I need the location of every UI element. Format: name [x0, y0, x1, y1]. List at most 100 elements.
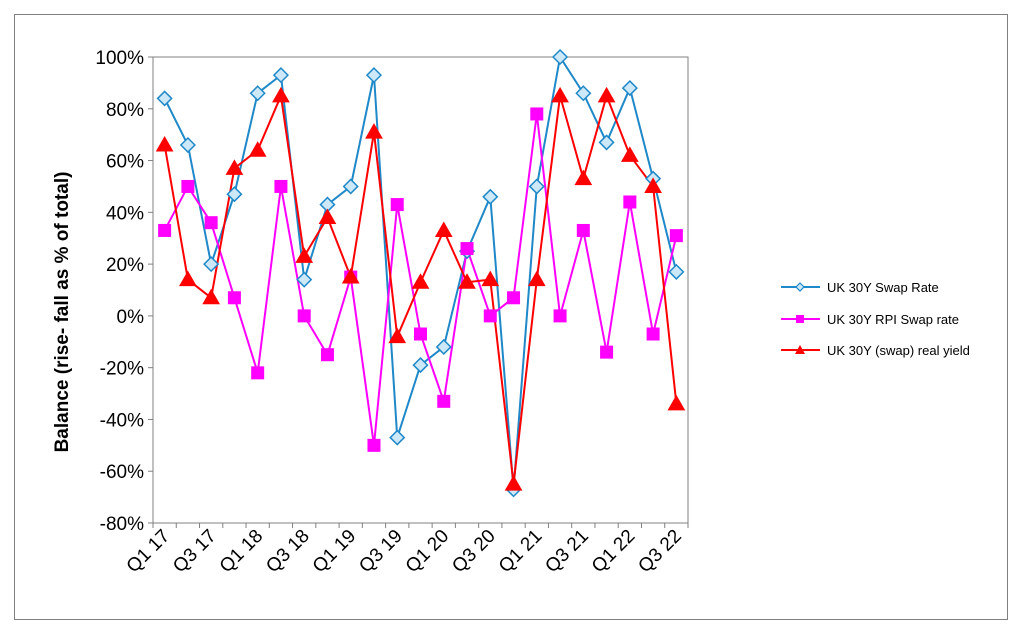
- data-point-swap-rate: [203, 256, 220, 273]
- data-point-real-yield: [248, 141, 267, 157]
- data-point-rpi-swap-rate: [530, 107, 544, 121]
- data-point-swap-rate: [668, 263, 685, 280]
- data-point-swap-rate: [272, 67, 289, 84]
- data-point-real-yield: [202, 288, 221, 305]
- x-tick-label: Q3 19: [355, 526, 406, 577]
- data-point-rpi-swap-rate: [646, 327, 660, 341]
- data-point-swap-rate: [342, 178, 359, 195]
- data-point-rpi-swap-rate: [251, 366, 265, 380]
- data-point-real-yield: [225, 159, 244, 175]
- data-point-swap-rate: [179, 136, 196, 154]
- data-point-real-yield: [597, 86, 616, 103]
- data-point-swap-rate: [365, 67, 383, 84]
- data-point-rpi-swap-rate: [623, 195, 637, 209]
- series-layer: [155, 48, 686, 498]
- data-point-rpi-swap-rate: [204, 216, 218, 230]
- x-tick-label: Q3 17: [169, 526, 220, 577]
- x-tick-label: Q1 20: [402, 526, 453, 577]
- data-point-swap-rate: [389, 429, 406, 446]
- data-point-rpi-swap-rate: [274, 179, 288, 193]
- series-line-real-yield: [163, 92, 678, 485]
- data-point-rpi-swap-rate: [181, 179, 195, 193]
- data-point-real-yield: [388, 327, 407, 344]
- legend-label-swap-rate: UK 30Y Swap Rate: [827, 280, 939, 295]
- data-point-swap-rate: [482, 188, 499, 205]
- data-point-swap-rate: [528, 178, 545, 195]
- x-tick-label: Q1 22: [588, 526, 639, 577]
- data-point-real-yield: [504, 475, 523, 491]
- x-tick-label: Q3 18: [262, 526, 313, 577]
- data-point-rpi-swap-rate: [320, 348, 334, 362]
- x-tick-label: Q1 19: [309, 526, 360, 577]
- data-point-real-yield: [527, 270, 546, 287]
- data-point-swap-rate: [156, 90, 173, 107]
- data-point-rpi-swap-rate: [553, 309, 567, 323]
- data-point-swap-rate: [249, 85, 266, 102]
- data-point-swap-rate: [435, 338, 452, 356]
- data-point-real-yield: [667, 394, 686, 411]
- y-tick-label: -60%: [100, 462, 144, 483]
- data-point-rpi-swap-rate: [576, 223, 590, 237]
- data-point-rpi-swap-rate: [390, 198, 404, 212]
- x-tick-label: Q3 21: [541, 526, 592, 577]
- data-point-real-yield: [179, 270, 197, 287]
- y-tick-label: 20%: [106, 255, 144, 276]
- data-point-real-yield: [155, 136, 174, 152]
- data-point-rpi-swap-rate: [483, 309, 497, 323]
- data-point-rpi-swap-rate: [437, 394, 451, 408]
- legend-marker-swap-rate: [795, 282, 805, 292]
- data-point-rpi-swap-rate: [227, 291, 241, 305]
- data-point-real-yield: [434, 221, 453, 237]
- data-point-real-yield: [458, 273, 476, 289]
- x-tick-label: Q1 18: [216, 526, 267, 577]
- data-point-swap-rate: [226, 186, 243, 203]
- data-point-real-yield: [318, 208, 337, 225]
- y-tick-label: 60%: [106, 152, 144, 173]
- y-tick-label: 80%: [106, 100, 144, 121]
- data-point-real-yield: [574, 169, 593, 186]
- data-point-rpi-swap-rate: [507, 291, 521, 305]
- data-point-swap-rate: [296, 271, 313, 288]
- x-tick-label: Q1 21: [495, 526, 546, 577]
- y-tick-label: -40%: [100, 410, 144, 431]
- legend-marker-real-yield: [795, 345, 805, 354]
- data-point-real-yield: [411, 273, 430, 289]
- data-point-real-yield: [295, 247, 314, 263]
- y-tick-label: 0%: [117, 307, 145, 328]
- legend-label-real-yield: UK 30Y (swap) real yield: [827, 343, 970, 358]
- x-tick-label: Q3 22: [634, 526, 685, 577]
- data-point-swap-rate: [621, 80, 638, 97]
- data-point-real-yield: [272, 86, 290, 103]
- axes: [148, 56, 689, 528]
- data-point-real-yield: [551, 86, 569, 103]
- data-point-swap-rate: [598, 134, 615, 151]
- data-point-rpi-swap-rate: [600, 345, 614, 359]
- data-point-real-yield: [341, 268, 360, 284]
- y-tick-label: -80%: [100, 514, 144, 535]
- data-point-real-yield: [644, 177, 662, 193]
- data-point-swap-rate: [552, 48, 569, 66]
- x-tick-label: Q3 20: [448, 526, 499, 577]
- data-point-rpi-swap-rate: [414, 327, 427, 341]
- data-point-rpi-swap-rate: [158, 223, 172, 237]
- y-tick-labels: -80% -60% -40% -20% 0% 20% 40% 60% 80% 100%: [95, 48, 144, 535]
- data-point-rpi-swap-rate: [297, 309, 311, 323]
- y-tick-label: 40%: [106, 203, 144, 224]
- data-point-real-yield: [620, 146, 639, 162]
- chart-frame: [14, 14, 1008, 620]
- data-point-real-yield: [365, 123, 383, 139]
- data-point-rpi-swap-rate: [367, 438, 381, 452]
- data-point-swap-rate: [575, 85, 592, 102]
- data-point-rpi-swap-rate: [669, 229, 683, 243]
- legend: UK 30Y Swap Rate UK 30Y RPI Swap rate UK 3…: [781, 280, 970, 358]
- data-point-swap-rate: [412, 357, 429, 374]
- y-tick-label: 100%: [95, 48, 144, 69]
- data-point-rpi-swap-rate: [460, 242, 474, 256]
- plot-area: [152, 56, 689, 524]
- y-axis-label: Balance (rise- fall as % of total): [52, 172, 73, 453]
- legend-marker-rpi-swap-rate: [796, 315, 804, 323]
- data-point-real-yield: [481, 270, 500, 287]
- legend-label-rpi-swap-rate: UK 30Y RPI Swap rate: [827, 312, 959, 327]
